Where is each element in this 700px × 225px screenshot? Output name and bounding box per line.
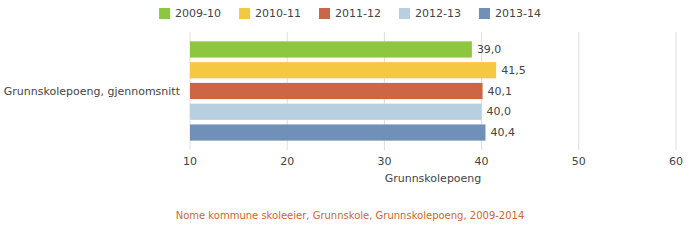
grid bbox=[190, 32, 676, 150]
legend-swatch bbox=[399, 8, 410, 19]
data-labels: 39,0 41,5 40,1 40,0 40,4 bbox=[477, 43, 526, 139]
bars bbox=[190, 41, 496, 140]
legend-item: 2010-11 bbox=[239, 7, 301, 20]
x-tick-label: 20 bbox=[280, 155, 294, 168]
legend-swatch bbox=[479, 8, 490, 19]
data-label: 40,1 bbox=[488, 85, 513, 98]
legend-item: 2011-12 bbox=[319, 7, 381, 20]
x-tick-label: 10 bbox=[183, 155, 197, 168]
legend-item: 2012-13 bbox=[399, 7, 461, 20]
legend-label: 2009-10 bbox=[175, 7, 221, 20]
bar bbox=[190, 41, 472, 57]
legend-item: 2009-10 bbox=[159, 7, 221, 20]
legend-label: 2013-14 bbox=[495, 7, 541, 20]
bar bbox=[190, 62, 496, 78]
legend-label: 2012-13 bbox=[415, 7, 461, 20]
bar bbox=[190, 104, 482, 120]
legend-swatch bbox=[239, 8, 250, 19]
chart: 10 20 30 40 50 60 Grunnskolepoeng 39,0 41,5 40,1 4… bbox=[0, 0, 700, 225]
footnote: Nome kommune skoleeier, Grunnskole, Grun… bbox=[176, 210, 525, 221]
x-tick-label: 50 bbox=[572, 155, 586, 168]
x-tick-label: 40 bbox=[475, 155, 489, 168]
legend-label: 2010-11 bbox=[255, 7, 301, 20]
x-tick-label: 30 bbox=[377, 155, 391, 168]
legend-label: 2011-12 bbox=[335, 7, 381, 20]
chart-container: 10 20 30 40 50 60 Grunnskolepoeng 39,0 41,5 40,1 4… bbox=[0, 0, 700, 225]
data-label: 41,5 bbox=[501, 64, 526, 77]
x-tick-label: 60 bbox=[669, 155, 683, 168]
bar bbox=[190, 124, 485, 140]
grid-line bbox=[676, 32, 677, 150]
grid-line bbox=[578, 32, 579, 150]
data-label: 39,0 bbox=[477, 43, 502, 56]
data-label: 40,0 bbox=[487, 105, 512, 118]
data-label: 40,4 bbox=[490, 126, 515, 139]
x-axis-label: Grunnskolepoeng bbox=[385, 172, 482, 185]
legend-swatch bbox=[159, 8, 170, 19]
bar bbox=[190, 83, 483, 99]
legend: 2009-10 2010-11 2011-12 2012-13 2013-14 bbox=[159, 7, 541, 20]
legend-item: 2013-14 bbox=[479, 7, 541, 20]
legend-swatch bbox=[319, 8, 330, 19]
y-tick-label: Grunnskolepoeng, gjennomsnitt bbox=[4, 85, 181, 98]
